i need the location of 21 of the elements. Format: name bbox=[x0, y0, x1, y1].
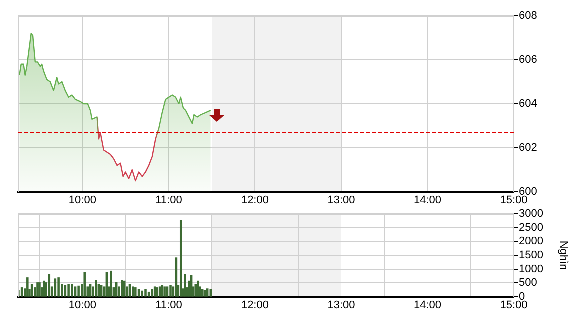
x-tick-label: 11:00 bbox=[156, 300, 182, 312]
y-tick-label: 2500 bbox=[519, 222, 544, 234]
y-tick-label: 602 bbox=[519, 142, 538, 154]
y-tick-label: 3000 bbox=[519, 208, 544, 220]
y-tick-label: 608 bbox=[519, 10, 538, 22]
x-tick-label: 10:00 bbox=[68, 194, 96, 207]
y-tick-label: 500 bbox=[519, 277, 538, 290]
y-tick-label: 1500 bbox=[519, 250, 544, 262]
x-tick-label: 10:00 bbox=[68, 300, 96, 312]
x-tick-label: 12:00 bbox=[241, 194, 269, 207]
x-tick-label: 14:00 bbox=[414, 300, 442, 312]
y-tick-label: 1000 bbox=[519, 263, 544, 276]
x-tick-label: 14:00 bbox=[414, 194, 442, 207]
y-tick-label: 2000 bbox=[519, 236, 544, 248]
y-tick-label: 606 bbox=[519, 54, 538, 66]
x-tick-label: 13:00 bbox=[328, 194, 356, 207]
y-axis-title: Nghìn bbox=[557, 240, 570, 270]
x-tick-label: 12:00 bbox=[241, 300, 269, 312]
y-tick-label: 604 bbox=[519, 98, 538, 110]
x-tick-label: 13:00 bbox=[328, 300, 356, 312]
x-tick-label: 11:00 bbox=[156, 194, 182, 207]
